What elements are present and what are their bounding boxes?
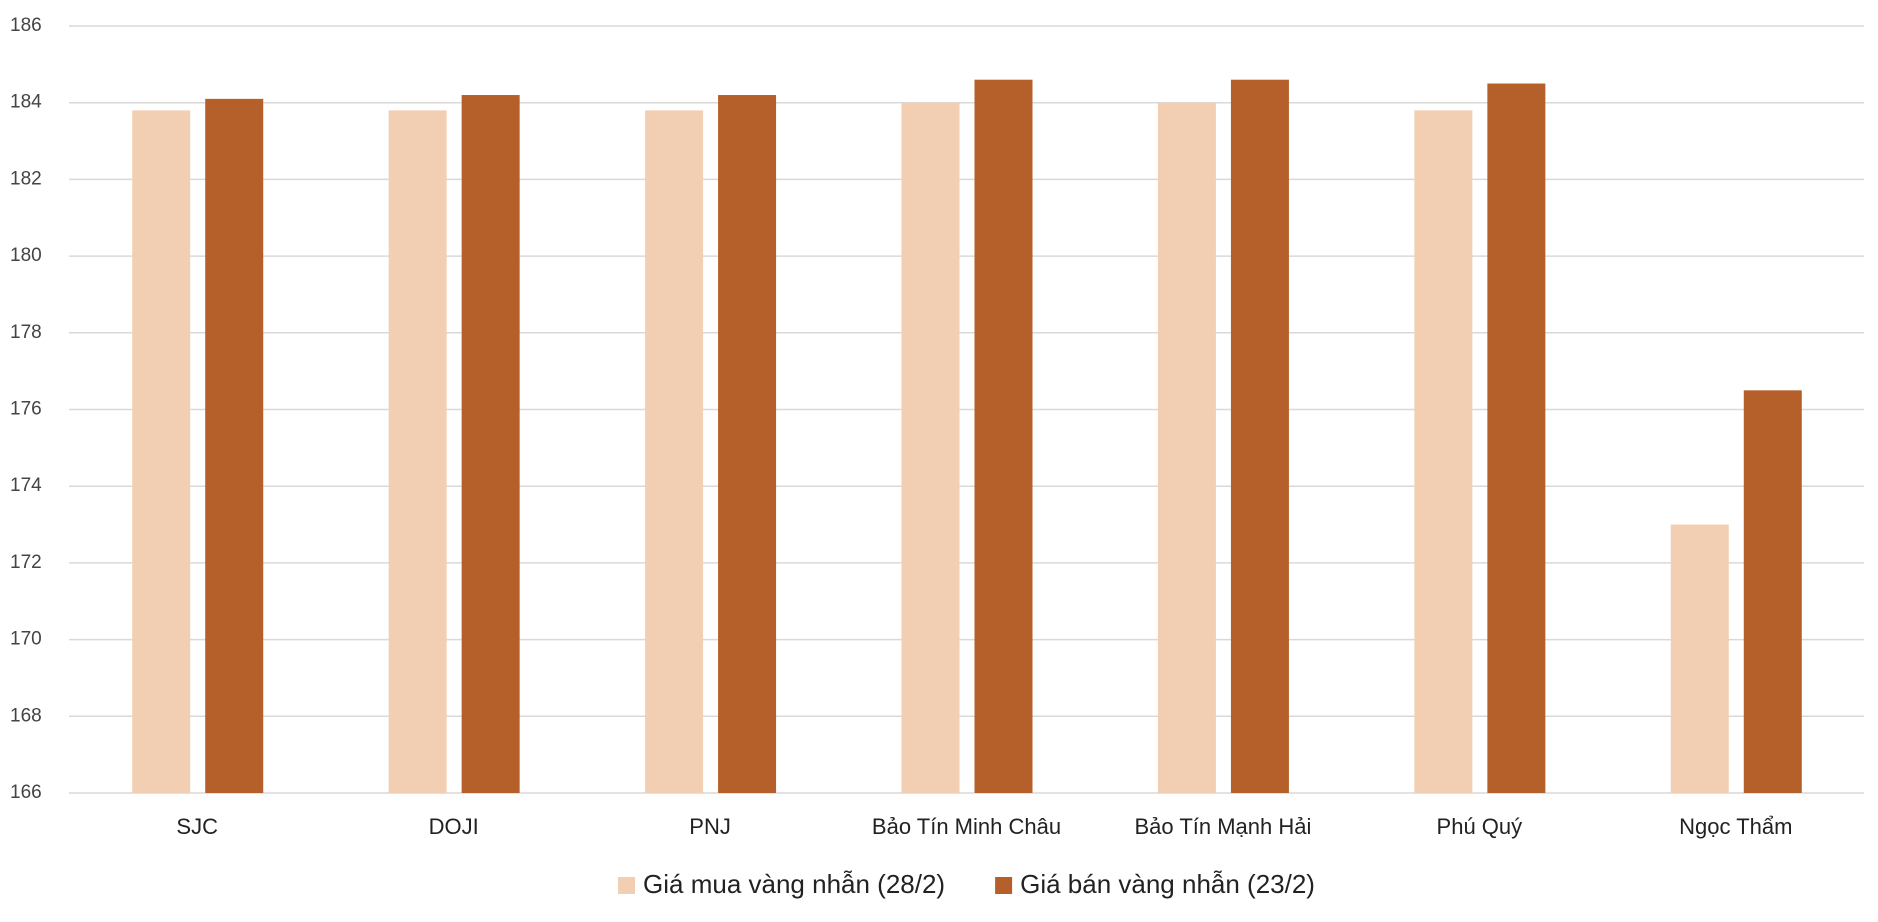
- bar: [974, 79, 1033, 793]
- bar: [1230, 79, 1289, 793]
- bar: [388, 110, 447, 794]
- y-tick-label: 186: [10, 15, 42, 36]
- bar: [901, 102, 960, 793]
- y-tick-label: 182: [10, 168, 42, 189]
- bar: [1670, 524, 1729, 793]
- y-tick-label: 170: [10, 629, 42, 650]
- bar: [205, 98, 264, 794]
- y-tick-label: 176: [10, 399, 42, 420]
- bar: [718, 95, 777, 793]
- bar: [1487, 83, 1546, 793]
- bar: [1414, 110, 1473, 794]
- x-tick-label: SJC: [176, 814, 218, 839]
- x-tick-label: DOJI: [429, 814, 479, 839]
- x-tick-label: Ngọc Thẩm: [1679, 814, 1792, 839]
- bar: [461, 95, 520, 793]
- legend-label: Giá bán vàng nhẫn (23/2): [1020, 869, 1315, 899]
- legend-swatch: [618, 877, 636, 894]
- legend-swatch: [995, 877, 1013, 894]
- bar: [1157, 102, 1216, 793]
- x-tick-label: Bảo Tín Mạnh Hải: [1134, 814, 1311, 839]
- x-tick-label: Phú Quý: [1437, 814, 1523, 839]
- legend-label: Giá mua vàng nhẫn (28/2): [643, 869, 945, 899]
- y-tick-label: 184: [10, 92, 42, 113]
- y-tick-label: 166: [10, 782, 42, 803]
- bar: [1743, 390, 1802, 793]
- bar: [132, 110, 191, 794]
- y-tick-label: 180: [10, 245, 42, 266]
- bar: [645, 110, 704, 794]
- y-tick-label: 168: [10, 705, 42, 726]
- y-tick-label: 178: [10, 322, 42, 343]
- y-tick-label: 172: [10, 552, 42, 573]
- x-tick-label: PNJ: [689, 814, 731, 839]
- y-tick-label: 174: [10, 475, 42, 496]
- x-tick-label: Bảo Tín Minh Châu: [872, 814, 1061, 839]
